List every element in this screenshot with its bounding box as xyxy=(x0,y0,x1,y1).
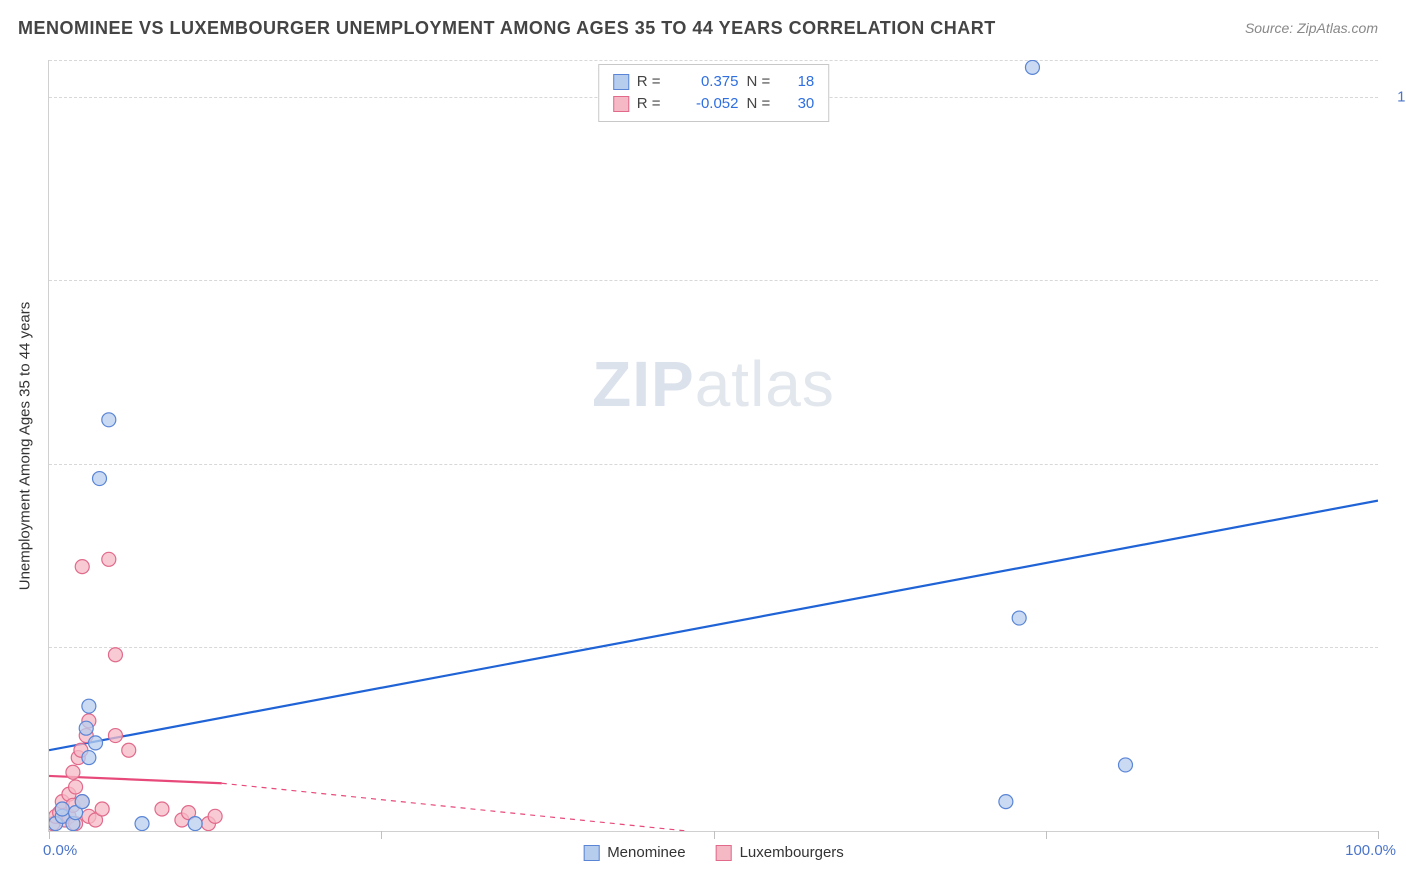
legend-label-menominee: Menominee xyxy=(607,844,685,861)
n-value-luxembourgers: 30 xyxy=(778,93,814,115)
chart-title: MENOMINEE VS LUXEMBOURGER UNEMPLOYMENT A… xyxy=(18,18,996,39)
y-axis-tick-label: 100.0% xyxy=(1397,88,1406,105)
legend-swatch-luxembourgers xyxy=(716,845,732,861)
r-label: R = xyxy=(637,93,661,115)
source-label: Source: ZipAtlas.com xyxy=(1245,20,1378,36)
swatch-luxembourgers xyxy=(613,96,629,112)
x-axis-label-start: 0.0% xyxy=(43,842,77,859)
n-label: N = xyxy=(747,93,771,115)
legend-swatch-menominee xyxy=(583,845,599,861)
legend-item-luxembourgers: Luxembourgers xyxy=(716,844,844,861)
swatch-menominee xyxy=(613,74,629,90)
r-value-luxembourgers: -0.052 xyxy=(669,93,739,115)
plot-svg xyxy=(49,60,1378,831)
stat-row-luxembourgers: R = -0.052 N = 30 xyxy=(613,93,815,115)
stat-row-menominee: R = 0.375 N = 18 xyxy=(613,71,815,93)
legend: Menominee Luxembourgers xyxy=(583,844,844,861)
legend-label-luxembourgers: Luxembourgers xyxy=(740,844,844,861)
n-value-menominee: 18 xyxy=(778,71,814,93)
chart-frame: ZIPatlas 25.0%50.0%75.0%100.0% Unemploym… xyxy=(48,60,1378,832)
correlation-stat-box: R = 0.375 N = 18 R = -0.052 N = 30 xyxy=(598,64,830,122)
r-label: R = xyxy=(637,71,661,93)
r-value-menominee: 0.375 xyxy=(669,71,739,93)
y-axis-title: Unemployment Among Ages 35 to 44 years xyxy=(17,301,34,590)
x-axis-label-end: 100.0% xyxy=(1345,842,1396,859)
n-label: N = xyxy=(747,71,771,93)
plot-area: 25.0%50.0%75.0%100.0% xyxy=(49,60,1378,831)
legend-item-menominee: Menominee xyxy=(583,844,685,861)
